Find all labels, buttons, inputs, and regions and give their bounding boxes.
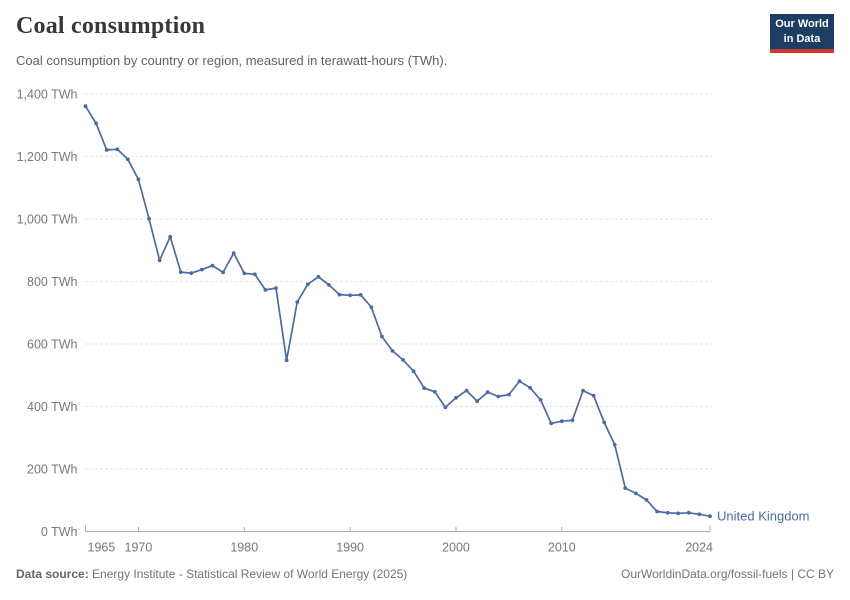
attribution: OurWorldinData.org/fossil-fuels | CC BY xyxy=(621,567,834,581)
data-point xyxy=(538,398,543,402)
owid-logo-line2: in Data xyxy=(783,32,821,45)
data-point xyxy=(581,388,585,393)
y-tick-label: 200 TWh xyxy=(27,463,78,477)
y-tick-label: 1,400 TWh xyxy=(17,88,78,102)
data-point xyxy=(125,157,130,162)
owid-url-link[interactable]: OurWorldinData.org/fossil-fuels xyxy=(621,567,788,581)
license-label: CC BY xyxy=(797,567,834,581)
data-point xyxy=(178,270,183,274)
data-point xyxy=(496,394,501,399)
data-point xyxy=(591,393,596,398)
data-point xyxy=(83,104,88,109)
data-point xyxy=(369,305,374,309)
x-tick-label: 1980 xyxy=(230,541,258,555)
chart-title: Coal consumption xyxy=(16,13,206,39)
x-tick-label: 2000 xyxy=(442,541,470,555)
x-tick-label: 1990 xyxy=(336,541,364,555)
data-point xyxy=(337,292,342,297)
data-point xyxy=(708,514,712,519)
data-point xyxy=(274,286,278,290)
data-point xyxy=(242,271,247,276)
data-point xyxy=(623,486,628,490)
data-point xyxy=(263,288,268,292)
data-point xyxy=(475,399,479,404)
data-point xyxy=(295,300,300,304)
owid-logo-line1: Our World xyxy=(775,18,829,30)
data-point xyxy=(231,251,236,256)
y-tick-label: 0 TWh xyxy=(41,525,78,539)
y-tick-label: 1,000 TWh xyxy=(17,213,78,227)
chart-subtitle: Coal consumption by country or region, m… xyxy=(16,53,448,68)
data-point xyxy=(210,263,215,268)
x-tick-label: 1965 xyxy=(88,541,116,555)
data-point xyxy=(612,442,617,447)
owid-logo[interactable]: Our World in Data xyxy=(770,14,834,53)
data-point xyxy=(411,369,416,374)
data-point xyxy=(327,283,331,287)
y-tick-label: 800 TWh xyxy=(27,275,78,289)
data-point xyxy=(390,349,395,353)
data-point xyxy=(380,334,384,339)
data-point xyxy=(422,386,427,390)
data-point xyxy=(676,511,681,516)
data-point xyxy=(485,390,490,394)
data-point xyxy=(157,258,162,263)
x-tick-label: 2010 xyxy=(548,541,576,555)
chart-footer: Data source: Energy Institute - Statisti… xyxy=(16,567,834,581)
x-tick-label: 1970 xyxy=(125,541,153,555)
data-point xyxy=(665,510,670,515)
data-point xyxy=(454,395,458,400)
data-point xyxy=(443,405,448,410)
data-source-text: Energy Institute - Statistical Review of… xyxy=(88,567,408,581)
data-point xyxy=(284,358,289,363)
data-point xyxy=(358,293,363,297)
data-point xyxy=(348,293,352,298)
data-source-note: Data source: Energy Institute - Statisti… xyxy=(16,567,407,581)
data-point xyxy=(94,121,98,126)
data-point xyxy=(517,379,522,384)
data-point xyxy=(634,491,638,496)
y-tick-label: 600 TWh xyxy=(27,338,78,352)
data-point xyxy=(253,272,257,277)
data-point xyxy=(559,419,564,424)
data-point xyxy=(602,420,607,425)
data-point xyxy=(189,271,194,275)
x-tick-label: 2024 xyxy=(685,541,713,555)
data-point xyxy=(697,512,702,517)
data-point xyxy=(104,148,109,152)
y-tick-label: 1,200 TWh xyxy=(17,150,78,164)
data-point xyxy=(305,282,310,287)
data-point xyxy=(644,498,649,502)
attribution-separator: | xyxy=(787,567,798,581)
series-label[interactable]: United Kingdom xyxy=(717,509,810,524)
data-point xyxy=(316,274,321,279)
data-point xyxy=(464,388,469,393)
data-point xyxy=(200,267,204,272)
data-point xyxy=(528,385,532,390)
data-point xyxy=(168,234,173,239)
data-point xyxy=(507,392,511,397)
data-point xyxy=(432,389,437,394)
data-source-label: Data source: xyxy=(16,567,89,581)
data-point xyxy=(655,509,659,514)
data-point xyxy=(549,421,554,426)
data-point xyxy=(115,147,120,152)
series-line xyxy=(84,105,711,518)
data-point xyxy=(686,510,691,515)
data-point xyxy=(401,358,405,362)
data-point xyxy=(570,418,575,423)
y-tick-label: 400 TWh xyxy=(27,400,78,414)
data-point xyxy=(221,270,226,275)
data-point xyxy=(147,216,151,221)
data-point xyxy=(136,177,141,182)
